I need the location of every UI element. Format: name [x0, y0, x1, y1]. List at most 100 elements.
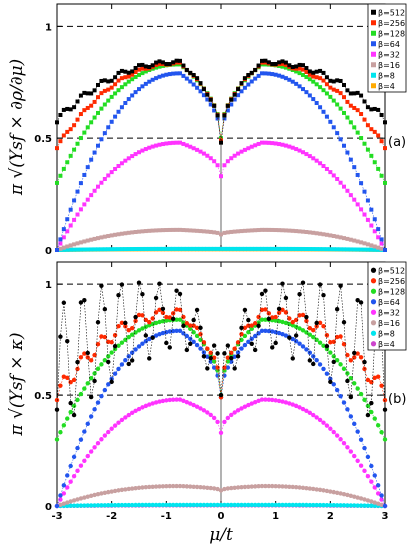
- data-point: [358, 496, 364, 501]
- data-point: [133, 152, 138, 157]
- data-point: [106, 125, 111, 130]
- data-point: [355, 429, 360, 434]
- data-point: [225, 486, 231, 491]
- data-point: [342, 184, 346, 189]
- y-tick-label: 1: [45, 280, 52, 291]
- data-point: [174, 502, 179, 508]
- data-point: [383, 146, 387, 151]
- data-point: [188, 502, 193, 508]
- data-point: [72, 217, 77, 222]
- data-point: [92, 88, 97, 93]
- data-point: [372, 473, 377, 478]
- data-point: [283, 62, 288, 67]
- data-point: [273, 483, 278, 489]
- data-point: [181, 484, 186, 489]
- data-point: [270, 246, 275, 251]
- data-point: [328, 379, 333, 385]
- data-point: [324, 91, 329, 96]
- data-point: [150, 144, 155, 149]
- data-point: [154, 228, 159, 233]
- data-point: [311, 74, 316, 79]
- data-point: [229, 97, 234, 102]
- data-point: [140, 229, 145, 234]
- legend-entry: β=4: [378, 82, 395, 91]
- data-point: [253, 246, 258, 251]
- data-point: [335, 247, 340, 252]
- data-point: [184, 321, 190, 326]
- data-point: [246, 402, 251, 408]
- data-point: [304, 90, 309, 95]
- data-point: [95, 503, 101, 508]
- data-point: [280, 142, 285, 147]
- data-point: [167, 246, 172, 251]
- data-point: [133, 502, 138, 508]
- data-point: [280, 228, 285, 233]
- data-point: [328, 233, 333, 238]
- data-point: [143, 485, 149, 490]
- data-point: [191, 402, 196, 408]
- data-point: [82, 503, 87, 508]
- data-point: [61, 235, 66, 240]
- data-point: [328, 94, 333, 99]
- data-point: [112, 333, 118, 338]
- data-point: [222, 163, 227, 168]
- data-point: [256, 320, 261, 325]
- data-point: [222, 246, 227, 251]
- data-point: [249, 336, 254, 342]
- data-point: [345, 115, 350, 120]
- data-point: [375, 491, 381, 496]
- data-point: [318, 105, 323, 110]
- data-point: [334, 358, 340, 363]
- data-point: [160, 60, 165, 65]
- data-point: [119, 105, 124, 110]
- panel-b: -3 -2 -1 0 1 2 300.51π √(Υsf × κ)μ/t(b)β=512β=…: [7, 261, 406, 545]
- data-point: [341, 320, 347, 325]
- data-point: [160, 306, 166, 312]
- data-point: [352, 91, 357, 96]
- data-point: [338, 247, 343, 252]
- data-point: [372, 503, 377, 509]
- data-point: [348, 193, 353, 198]
- data-point: [188, 246, 193, 251]
- data-point: [188, 323, 193, 328]
- data-point: [75, 366, 80, 372]
- data-point: [126, 486, 131, 492]
- data-point: [119, 247, 124, 252]
- x-tick-label: 0: [218, 511, 225, 522]
- data-point: [215, 246, 220, 251]
- data-point: [82, 202, 87, 207]
- data-point: [157, 64, 162, 69]
- data-point: [191, 146, 196, 151]
- data-point: [294, 66, 299, 71]
- data-point: [225, 230, 230, 235]
- data-point: [147, 79, 152, 84]
- data-point: [375, 483, 381, 488]
- data-point: [253, 67, 258, 72]
- data-point: [321, 323, 326, 329]
- data-point: [277, 142, 282, 147]
- data-point: [283, 295, 289, 301]
- data-point: [113, 232, 118, 237]
- data-point: [174, 58, 179, 63]
- data-point: [150, 316, 155, 321]
- data-point: [287, 77, 292, 82]
- data-point: [266, 328, 272, 334]
- data-point: [324, 232, 329, 237]
- data-point: [208, 359, 213, 364]
- data-point: [194, 307, 200, 313]
- data-point: [92, 492, 97, 498]
- series-β=32: [55, 140, 387, 252]
- data-point: [106, 87, 111, 92]
- data-point: [205, 410, 210, 415]
- data-point: [136, 485, 142, 491]
- data-point: [362, 397, 367, 403]
- data-point: [137, 150, 141, 155]
- data-point: [338, 503, 343, 508]
- data-point: [352, 125, 357, 130]
- data-point: [246, 82, 251, 87]
- data-point: [82, 130, 87, 135]
- series-β=16: [55, 227, 387, 252]
- data-point: [140, 485, 145, 490]
- data-point: [335, 131, 340, 136]
- data-point: [109, 379, 114, 385]
